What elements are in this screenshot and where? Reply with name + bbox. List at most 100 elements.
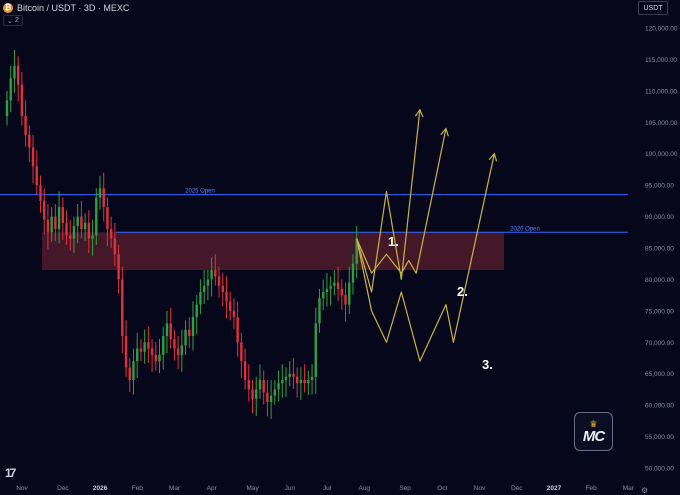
candle [229, 292, 232, 321]
candle [91, 219, 94, 256]
candle [325, 273, 329, 307]
candle-body [43, 200, 46, 220]
scenario-label: 3. [482, 357, 493, 372]
candle [136, 332, 139, 379]
candle [46, 204, 50, 250]
candle [109, 216, 113, 248]
candle-body [217, 276, 221, 286]
candle-body [307, 380, 310, 384]
candle [69, 219, 72, 251]
candle [16, 56, 20, 102]
y-tick-label: 60,000.00 [645, 403, 674, 410]
candle [35, 150, 38, 195]
candle [176, 336, 180, 370]
candle [117, 244, 120, 294]
candle [139, 339, 143, 362]
candle [98, 175, 102, 210]
x-tick-label: Nov [474, 485, 486, 492]
scenario-path [356, 153, 495, 362]
candle-body [273, 389, 277, 396]
level-label: 2025 Open [185, 189, 215, 195]
candle [154, 342, 157, 371]
candle [39, 175, 42, 213]
y-tick-label: 110,000.00 [645, 88, 677, 95]
y-tick-label: 55,000.00 [645, 434, 674, 441]
indicator-count: 2 [14, 17, 19, 24]
candle [303, 364, 306, 393]
x-tick-label: Apr [207, 485, 218, 492]
candle-body [46, 219, 50, 233]
settings-gear-icon[interactable]: ⚙ [641, 486, 649, 495]
candle [255, 376, 258, 416]
candle [199, 279, 202, 314]
candle [292, 358, 295, 389]
scenario-label: 2. [457, 284, 468, 299]
candle [329, 276, 332, 306]
scenario-arrowhead [488, 152, 498, 162]
candle-body [206, 279, 210, 286]
candle-body [16, 65, 20, 85]
candle-body [39, 185, 42, 201]
candle-body [150, 348, 154, 355]
symbol-header[interactable]: ₿ Bitcoin / USDT · 3D · MEXC [3, 2, 129, 14]
candle-body [247, 380, 250, 390]
candle-body [9, 78, 12, 101]
candle-body [232, 310, 236, 318]
candle [307, 370, 310, 396]
candle-body [169, 323, 172, 340]
x-tick-label: Dec [57, 485, 69, 492]
candle [50, 207, 53, 242]
candle-body [191, 317, 195, 336]
candle-body [243, 361, 247, 380]
candle-body [202, 285, 206, 292]
y-tick-label: 90,000.00 [645, 214, 674, 221]
candle-body [136, 348, 139, 362]
x-tick-label: Mar [623, 485, 635, 492]
candle-body [266, 392, 269, 402]
candle-body [329, 285, 332, 289]
candle-body [292, 373, 295, 377]
y-tick-label: 105,000.00 [645, 120, 678, 127]
candle-body [240, 342, 243, 362]
tradingview-logo[interactable]: 17 [5, 466, 16, 480]
candle-body [318, 298, 321, 324]
candle-body [258, 380, 262, 390]
candle-body [158, 354, 161, 362]
candle [147, 326, 150, 364]
candle [72, 216, 76, 254]
candle-body [147, 342, 150, 349]
candle-body [221, 285, 224, 292]
candle-body [180, 345, 184, 355]
candle-body [262, 380, 265, 393]
candle-body [251, 389, 254, 399]
candle [243, 348, 247, 390]
candle-body [340, 288, 343, 296]
candle [225, 276, 228, 319]
currency-selector[interactable]: USDT [638, 1, 668, 15]
candle-body [109, 229, 113, 239]
candle [173, 329, 176, 361]
candle [95, 188, 98, 245]
candle [240, 332, 243, 379]
candle-body [165, 323, 169, 336]
candle-body [91, 235, 94, 239]
indicator-toggle-button[interactable]: ⌄ 2 [3, 15, 23, 26]
candle [299, 367, 303, 401]
candle [80, 200, 83, 239]
candle-body [106, 207, 109, 230]
candle-body [87, 222, 91, 239]
candle [333, 270, 336, 296]
candle-body [28, 134, 31, 148]
candle-body [184, 329, 187, 346]
candle-body [139, 348, 143, 352]
y-tick-label: 50,000.00 [645, 466, 674, 473]
x-tick-label: Oct [437, 485, 447, 492]
candle-body [121, 279, 124, 336]
candle-body [188, 329, 191, 336]
crown-icon: ♛ [589, 418, 598, 429]
candle-body [24, 116, 27, 135]
candle-body [355, 238, 358, 264]
candle [61, 197, 64, 240]
candle [106, 197, 109, 247]
